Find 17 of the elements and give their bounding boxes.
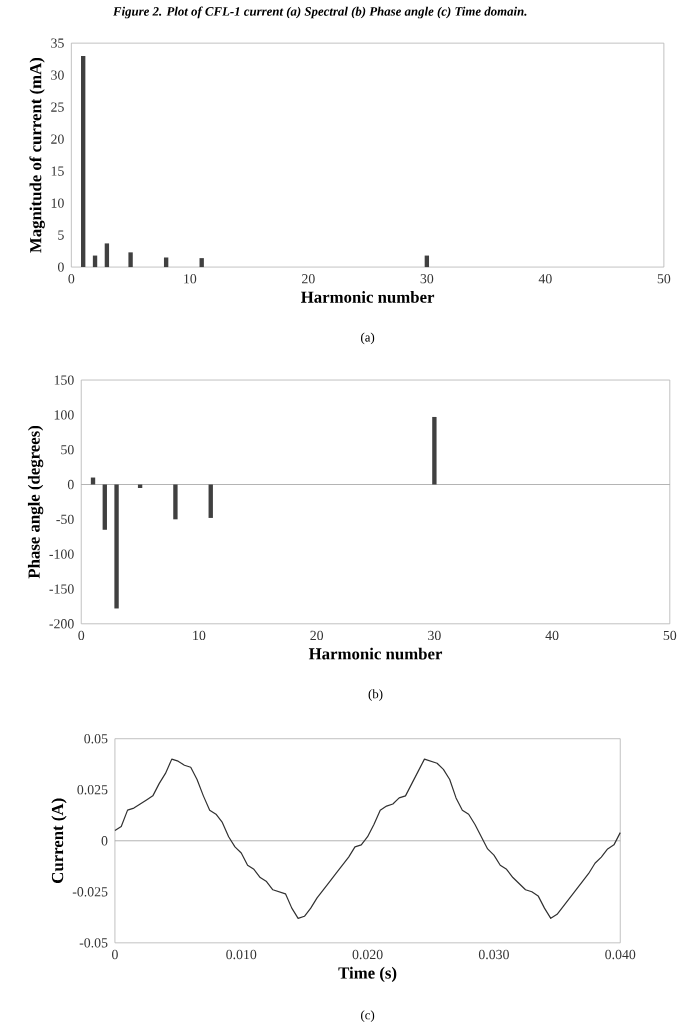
bar xyxy=(164,257,169,268)
bar xyxy=(114,484,120,609)
y-axis-title: Current (A) xyxy=(51,798,67,883)
bar xyxy=(128,252,134,268)
x-axis-title: Harmonic number xyxy=(301,291,435,303)
bar xyxy=(173,484,178,520)
bar xyxy=(102,484,108,530)
bar xyxy=(81,55,86,268)
bar xyxy=(432,416,437,485)
x-axis-title: Harmonic number xyxy=(309,647,443,660)
x-axis-title: Time (s) xyxy=(338,966,397,983)
bar xyxy=(105,243,110,268)
y-axis-title: Magnitude of current (mA) xyxy=(29,57,46,253)
bar xyxy=(208,484,214,518)
bar xyxy=(91,477,96,485)
bar xyxy=(199,258,205,268)
y-axis-title: Phase angle (degrees) xyxy=(28,425,44,579)
